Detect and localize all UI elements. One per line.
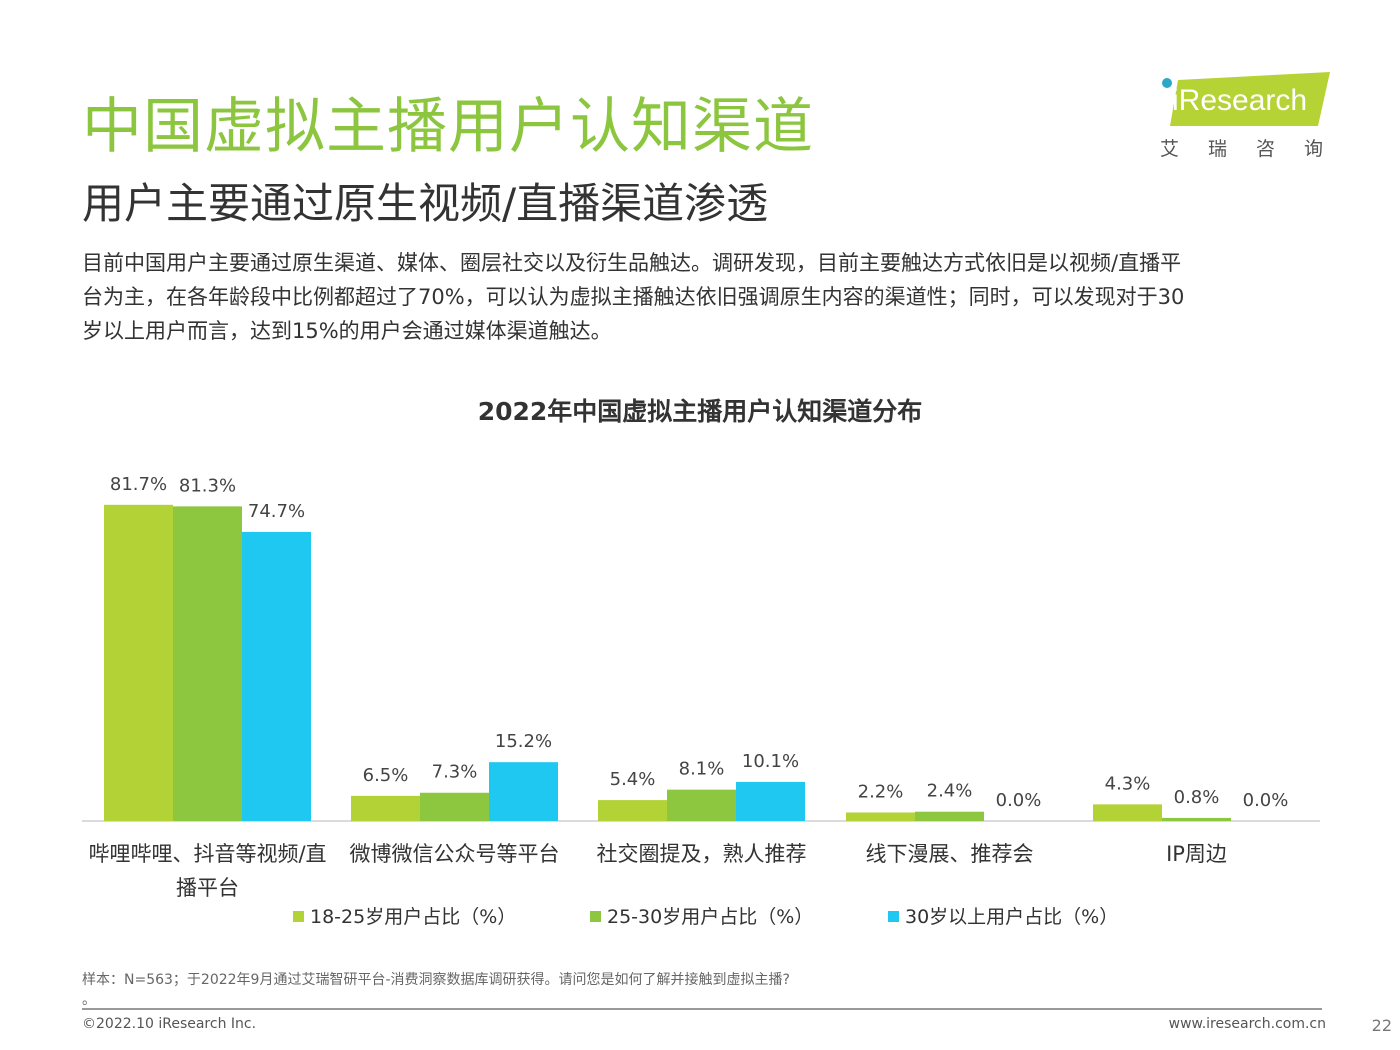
page-number: 22 <box>1371 1016 1392 1035</box>
logo-band <box>1170 72 1330 126</box>
legend-item-25-30: 25-30岁用户占比（%） <box>590 902 813 929</box>
legend-label: 25-30岁用户占比（%） <box>607 906 814 928</box>
bar <box>173 506 242 821</box>
data-label: 0.8% <box>1174 787 1220 808</box>
data-label: 15.2% <box>495 731 552 752</box>
category-label: 微博微信公众号等平台 <box>350 842 560 866</box>
bar <box>736 781 805 821</box>
chart-title: 2022年中国虚拟主播用户认知渠道分布 <box>477 397 923 426</box>
legend-swatch <box>293 911 304 922</box>
data-label: 2.2% <box>858 781 904 802</box>
data-label: 8.1% <box>679 759 725 780</box>
logo-chinese-name: 艾瑞咨询 <box>1160 138 1353 160</box>
bar <box>1162 817 1231 821</box>
legend-item-30-plus: 30岁以上用户占比（%） <box>888 902 1118 929</box>
data-label: 74.7% <box>248 501 305 522</box>
bar <box>598 800 667 821</box>
category-label: IP周边 <box>1166 842 1227 866</box>
legend-swatch <box>590 911 601 922</box>
page-subtitle: 用户主要通过原生视频/直播渠道渗透 <box>82 179 769 228</box>
logo-brand: iResearch <box>1172 84 1308 117</box>
category-label: 哔哩哔哩、抖音等视频/直 <box>88 842 326 866</box>
category-label: 社交圈提及，熟人推荐 <box>597 842 807 866</box>
data-label: 4.3% <box>1105 773 1151 794</box>
data-label: 81.3% <box>179 475 236 496</box>
legend-item-18-25: 18-25岁用户占比（%） <box>293 902 516 929</box>
description-line: 目前中国用户主要通过原生渠道、媒体、圈层社交以及衍生品触达。调研发现，目前主要触… <box>82 251 1182 275</box>
description: 目前中国用户主要通过原生渠道、媒体、圈层社交以及衍生品触达。调研发现，目前主要触… <box>82 246 1322 348</box>
copyright: ©2022.10 iResearch Inc. <box>82 1016 257 1032</box>
data-label: 10.1% <box>742 751 799 772</box>
bar <box>667 789 736 821</box>
data-label: 2.4% <box>927 781 973 802</box>
description-line: 岁以上用户而言，达到15%的用户会通过媒体渠道触达。 <box>82 319 612 343</box>
bar <box>489 762 558 821</box>
bar <box>1093 804 1162 821</box>
data-label: 6.5% <box>363 765 409 786</box>
data-label: 81.7% <box>110 474 167 495</box>
bar <box>915 811 984 821</box>
data-label: 5.4% <box>610 769 656 790</box>
sample-note-line: 样本：N=563；于2022年9月通过艾瑞智研平台-消费洞察数据库调研获得。请问… <box>82 972 790 988</box>
iresearch-logo: iResearch 艾瑞咨询 <box>1150 72 1330 162</box>
bar <box>420 792 489 821</box>
page-title: 中国虚拟主播用户认知渠道 <box>82 92 814 162</box>
bar <box>242 531 311 821</box>
website-link[interactable]: www.iresearch.com.cn <box>1168 1016 1326 1032</box>
category-label: 播平台 <box>176 876 239 900</box>
legend-label: 18-25岁用户占比（%） <box>310 906 517 928</box>
logo-dot-icon <box>1162 78 1172 88</box>
sample-note: 样本：N=563；于2022年9月通过艾瑞智研平台-消费洞察数据库调研获得。请问… <box>82 970 790 1010</box>
bar <box>846 812 915 821</box>
legend-label: 30岁以上用户占比（%） <box>905 906 1119 928</box>
category-label: 线下漫展、推荐会 <box>866 842 1034 866</box>
logo-band-shape <box>1170 72 1330 126</box>
bar <box>351 795 420 821</box>
data-label: 7.3% <box>432 762 478 783</box>
legend-swatch <box>888 911 899 922</box>
data-label: 0.0% <box>996 790 1042 811</box>
description-line: 台为主，在各年龄段中比例都超过了70%，可以认为虚拟主播触达依旧强调原生内容的渠… <box>82 285 1185 309</box>
bar <box>104 504 173 821</box>
footer-divider <box>82 1008 1322 1010</box>
data-label: 0.0% <box>1243 790 1289 811</box>
sample-note-line: 。 <box>82 992 96 1008</box>
